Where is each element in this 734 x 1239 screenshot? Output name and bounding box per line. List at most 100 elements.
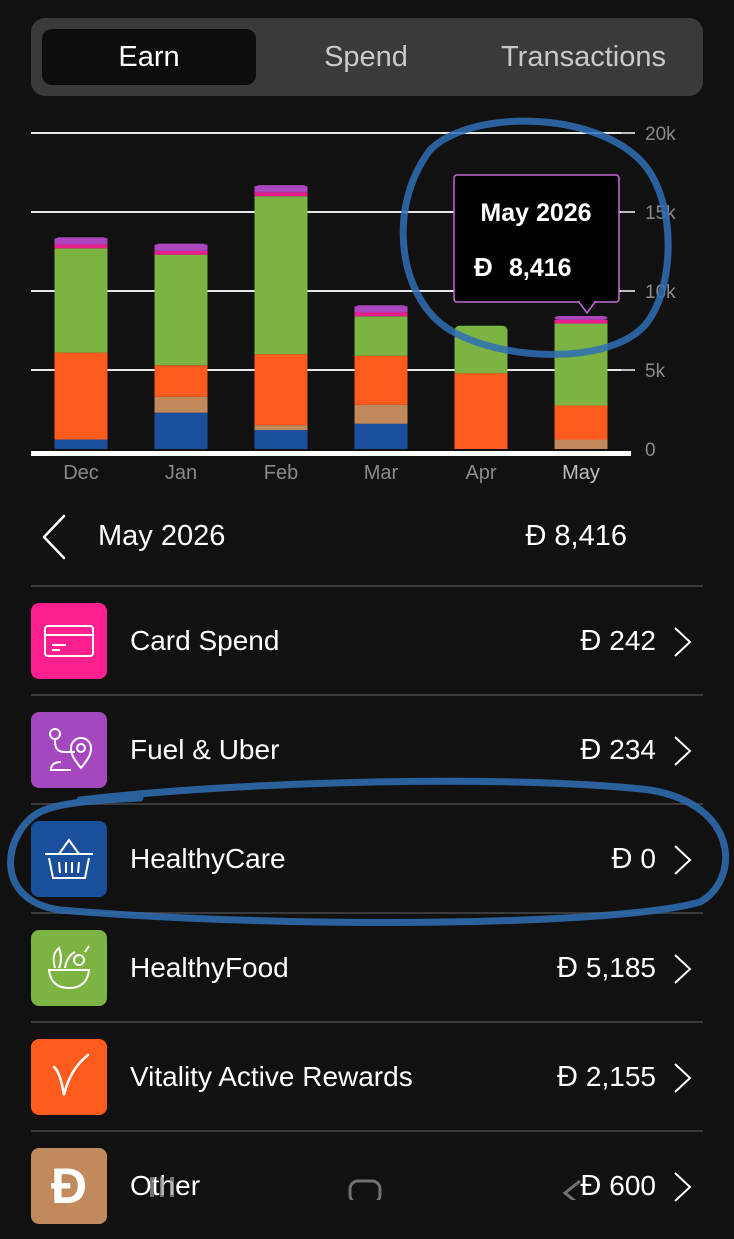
y-tick-label: 15k xyxy=(645,203,676,224)
bar-dec[interactable] xyxy=(54,237,108,449)
vitality-logo-icon xyxy=(31,1039,107,1115)
currency-symbol: Đ xyxy=(580,1170,602,1202)
bar-segment xyxy=(354,316,408,356)
bar-segment xyxy=(554,405,608,440)
tooltip-box xyxy=(453,174,620,303)
category-amount-value: 5,185 xyxy=(585,952,656,983)
currency-symbol: Đ xyxy=(525,520,547,552)
category-amount: Đ 242 xyxy=(580,625,656,658)
category-amount-value: 2,155 xyxy=(585,1061,656,1092)
bar-segment xyxy=(354,404,408,424)
tooltip-value: 8,416 xyxy=(509,254,572,282)
dirham-icon: Đ xyxy=(31,1148,107,1224)
bar-segment xyxy=(254,430,308,449)
tooltip-pointer xyxy=(577,301,597,315)
bar-segment xyxy=(354,423,408,449)
category-label: Fuel & Uber xyxy=(130,734,280,765)
chart-tooltip: May 2026 Đ 8,416 xyxy=(453,174,620,315)
category-label: Other xyxy=(130,1170,201,1201)
bar-segment-fill xyxy=(454,367,508,374)
bar-segment-fill xyxy=(54,238,108,245)
bar-segment xyxy=(54,352,108,440)
tab-bar: Earn Spend Transactions xyxy=(31,18,703,96)
month-summary: May 2026 Đ 8,416 xyxy=(0,500,734,585)
category-amount-value: 0 xyxy=(640,843,656,874)
basket-icon xyxy=(31,821,107,897)
category-amount: Đ 234 xyxy=(580,734,656,767)
bar-mar[interactable] xyxy=(354,305,408,449)
category-amount: Đ 600 xyxy=(580,1170,656,1203)
bar-jan[interactable] xyxy=(154,243,208,449)
y-axis-ticks: 20k 15k 10k 5k 0 xyxy=(645,124,676,461)
bar-segment-fill xyxy=(354,306,408,313)
x-axis-ticks: Dec Jan Feb Mar Apr May xyxy=(63,462,600,484)
currency-symbol: Đ xyxy=(556,1061,578,1093)
category-amount: Đ 5,185 xyxy=(557,952,656,985)
list-item-card-spend[interactable]: Card Spend Đ 242 xyxy=(31,585,703,694)
x-tick-label: Jan xyxy=(165,462,197,484)
category-label: Vitality Active Rewards xyxy=(130,1061,413,1092)
list-item-other[interactable]: Đ Other Đ 600 xyxy=(31,1130,703,1239)
route-pin-icon xyxy=(31,712,107,788)
tab-spend[interactable]: Spend xyxy=(271,29,461,85)
bar-segment xyxy=(254,196,308,355)
bar-segment xyxy=(254,425,308,431)
category-amount-value: 234 xyxy=(609,734,656,765)
bar-feb[interactable] xyxy=(254,185,308,449)
currency-symbol: Đ xyxy=(611,843,633,875)
list-item-healthyfood[interactable]: HealthyFood Đ 5,185 xyxy=(31,912,703,1021)
card-icon xyxy=(31,603,107,679)
month-total: Đ 8,416 xyxy=(525,520,627,553)
currency-symbol: Đ xyxy=(556,952,578,984)
chevron-right-icon xyxy=(674,1063,692,1093)
chevron-left-icon[interactable] xyxy=(36,512,76,562)
x-tick-label: Feb xyxy=(264,462,298,484)
y-tick-label: 5k xyxy=(645,361,666,382)
category-label: HealthyCare xyxy=(130,843,286,874)
chart-bars[interactable] xyxy=(54,185,608,449)
month-total-value: 8,416 xyxy=(554,520,627,552)
chevron-right-icon xyxy=(674,627,692,657)
bar-segment xyxy=(254,354,308,426)
currency-symbol: Đ xyxy=(580,734,602,766)
category-label: Card Spend xyxy=(130,625,280,656)
list-item-fuel-uber[interactable]: Fuel & Uber Đ 234 xyxy=(31,694,703,803)
tooltip-currency-symbol: Đ xyxy=(474,252,493,282)
tab-transactions[interactable]: Transactions xyxy=(471,29,696,85)
bar-segment xyxy=(554,323,608,406)
bar-segment xyxy=(354,312,408,317)
dirham-glyph: Đ xyxy=(50,1158,88,1214)
category-label: HealthyFood xyxy=(130,952,289,983)
bar-segment xyxy=(554,319,608,324)
bar-segment xyxy=(54,248,108,353)
bar-segment xyxy=(154,365,208,397)
chevron-right-icon xyxy=(674,736,692,766)
bar-segment xyxy=(154,412,208,449)
bar-segment xyxy=(454,325,508,374)
month-title: May 2026 xyxy=(98,520,226,552)
food-bowl-icon xyxy=(31,930,107,1006)
earnings-chart: 20k 15k 10k 5k 0 Dec Jan Feb Mar Apr May May 2026… xyxy=(31,124,676,484)
tab-earn[interactable]: Earn xyxy=(42,29,256,85)
bar-segment xyxy=(254,192,308,197)
y-tick-label: 0 xyxy=(645,440,656,461)
bar-segment xyxy=(54,439,108,449)
x-tick-label: Mar xyxy=(364,462,399,484)
bar-segment xyxy=(354,355,408,405)
chevron-right-icon xyxy=(674,954,692,984)
bar-segment-fill xyxy=(254,186,308,193)
x-axis-baseline xyxy=(31,451,631,456)
bar-segment xyxy=(554,316,608,320)
chevron-right-icon xyxy=(674,1172,692,1202)
bar-segment xyxy=(154,250,208,255)
x-tick-label: Apr xyxy=(465,462,496,484)
category-amount: Đ 2,155 xyxy=(557,1061,656,1094)
list-item-vitality-active-rewards[interactable]: Vitality Active Rewards Đ 2,155 xyxy=(31,1021,703,1130)
currency-symbol: Đ xyxy=(580,625,602,657)
bar-may[interactable] xyxy=(554,316,608,449)
x-tick-label: May xyxy=(562,462,600,484)
bar-segment xyxy=(154,254,208,366)
bar-apr[interactable] xyxy=(454,325,508,449)
